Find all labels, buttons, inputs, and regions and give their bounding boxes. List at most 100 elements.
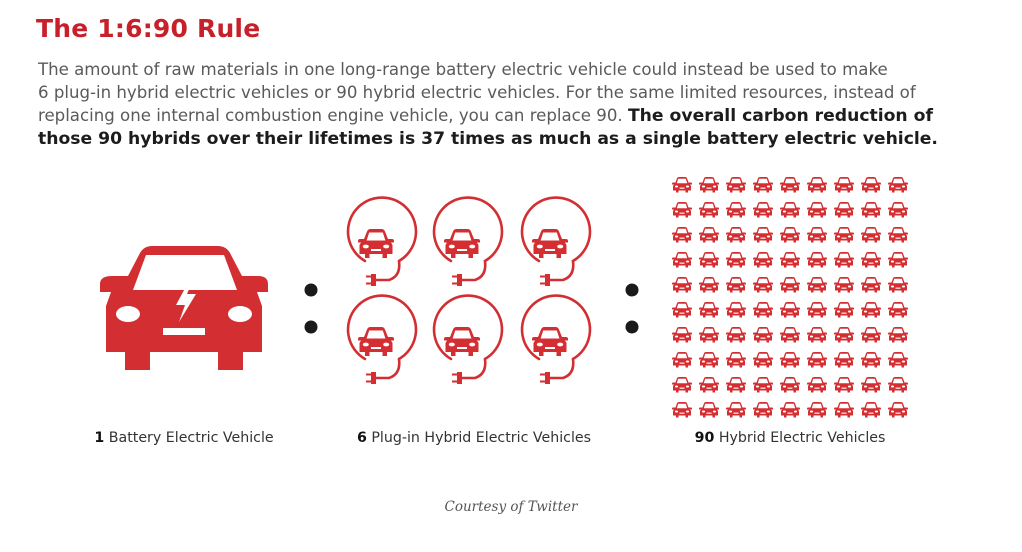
car-icon [672, 327, 692, 343]
car-icon [726, 352, 746, 368]
car-icon [726, 277, 746, 293]
caption-label: Plug-in Hybrid Electric Vehicles [371, 430, 592, 446]
car-icon [834, 177, 854, 193]
car-icon [861, 377, 881, 393]
caption-count: 90 [694, 430, 715, 446]
ratio-colon-2 [625, 283, 639, 334]
car-icon [807, 402, 827, 418]
car-icon [834, 402, 854, 418]
car-icon [861, 177, 881, 193]
car-icon [888, 177, 908, 193]
plug-in-car-icon [522, 296, 590, 384]
caption-label: Hybrid Electric Vehicles [718, 430, 886, 446]
paragraph-line-2: 6 plug-in hybrid electric vehicles or 90… [38, 83, 916, 102]
car-icon [726, 227, 746, 243]
car-icon [699, 377, 719, 393]
car-icon [753, 302, 773, 318]
car-icon [726, 252, 746, 268]
paragraph-line-3: replacing one internal combustion engine… [38, 104, 998, 128]
caption-plug-in-hybrid: 6 Plug-in Hybrid Electric Vehicles [357, 430, 591, 446]
electric-car-icon [100, 246, 268, 370]
car-icon [861, 302, 881, 318]
car-icon [834, 252, 854, 268]
car-icon [753, 177, 773, 193]
car-icon [753, 227, 773, 243]
car-icon [699, 252, 719, 268]
car-icon [672, 402, 692, 418]
car-icon [807, 227, 827, 243]
car-icon [807, 377, 827, 393]
car-icon [753, 327, 773, 343]
car-icon [699, 177, 719, 193]
car-icon [672, 277, 692, 293]
car-icon [861, 277, 881, 293]
plug-in-car-icon [434, 198, 502, 286]
emphasis-text-2: those 90 hybrids over their lifetimes is… [38, 129, 938, 149]
car-icon [699, 227, 719, 243]
car-icon [834, 202, 854, 218]
car-icon [699, 352, 719, 368]
car-icon [672, 252, 692, 268]
car-icon [888, 227, 908, 243]
car-icon [726, 202, 746, 218]
car-icon [753, 202, 773, 218]
car-icon [753, 352, 773, 368]
car-icon [834, 277, 854, 293]
caption-count: 1 [94, 430, 105, 446]
car-icon [672, 377, 692, 393]
car-icon [672, 227, 692, 243]
car-icon [861, 202, 881, 218]
plug-in-car-icon [522, 198, 590, 286]
car-icon [726, 177, 746, 193]
car-icon [834, 227, 854, 243]
page-title: The 1:6:90 Rule [36, 14, 261, 43]
car-icon [861, 352, 881, 368]
plug-in-car-icon [434, 296, 502, 384]
car-icon [780, 327, 800, 343]
plug-in-car-icon [348, 296, 416, 384]
car-icon [861, 402, 881, 418]
paragraph-line-1: The amount of raw materials in one long-… [38, 60, 888, 79]
hybrid-car-grid [672, 177, 908, 418]
car-icon [780, 302, 800, 318]
car-icon [753, 252, 773, 268]
car-icon [888, 402, 908, 418]
car-icon [672, 352, 692, 368]
plug-in-car-icon [348, 198, 416, 286]
car-icon [780, 177, 800, 193]
car-icon [888, 252, 908, 268]
car-icon [807, 302, 827, 318]
image-credit: Courtesy of Twitter [444, 499, 578, 515]
car-icon [780, 227, 800, 243]
car-icon [888, 202, 908, 218]
caption-count: 6 [356, 430, 367, 446]
intro-paragraph: The amount of raw materials in one long-… [38, 58, 998, 151]
car-icon [780, 352, 800, 368]
caption-battery-electric: 1 Battery Electric Vehicle [94, 430, 273, 446]
car-icon [861, 227, 881, 243]
car-icon [807, 202, 827, 218]
car-icon [861, 327, 881, 343]
car-icon [699, 302, 719, 318]
car-icon [672, 202, 692, 218]
car-icon [807, 327, 827, 343]
car-icon [861, 252, 881, 268]
car-icon [807, 352, 827, 368]
car-icon [834, 302, 854, 318]
car-icon [888, 302, 908, 318]
ratio-colon-1 [304, 283, 318, 334]
emphasis-text-1: The overall carbon reduction of [627, 106, 933, 126]
car-icon [726, 402, 746, 418]
car-icon [753, 377, 773, 393]
car-icon [699, 327, 719, 343]
car-icon [780, 202, 800, 218]
car-icon [672, 302, 692, 318]
car-icon [834, 327, 854, 343]
car-icon [699, 277, 719, 293]
caption-label: Battery Electric Vehicle [108, 430, 274, 446]
car-icon [780, 402, 800, 418]
car-icon [807, 252, 827, 268]
car-icon [699, 402, 719, 418]
car-icon [888, 377, 908, 393]
car-icon [726, 302, 746, 318]
